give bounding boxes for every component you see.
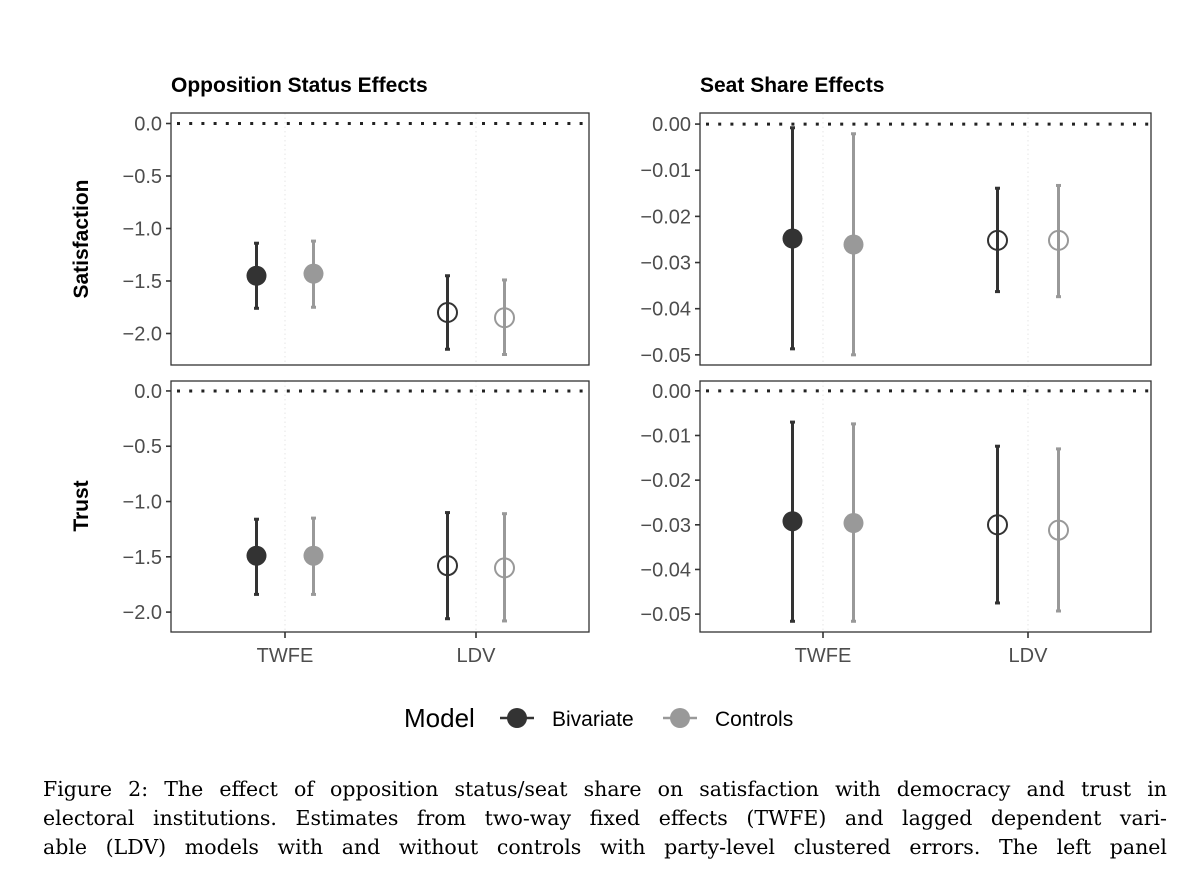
y-tick-label: −1.5 bbox=[123, 271, 162, 293]
pointrange-bivariate-twfe bbox=[246, 241, 267, 310]
pointrange-controls-twfe bbox=[843, 422, 864, 623]
column-title-seat-share: Seat Share Effects bbox=[700, 74, 884, 97]
point-estimate bbox=[246, 545, 267, 566]
point-estimate bbox=[437, 302, 458, 323]
caption-line: electoral institutions. Estimates from t… bbox=[43, 806, 1167, 830]
x-tick-label-ldv: LDV bbox=[457, 645, 497, 667]
y-tick-label: −1.0 bbox=[123, 219, 162, 241]
panel-background bbox=[171, 113, 589, 365]
y-tick-label: −1.5 bbox=[123, 547, 162, 569]
y-tick-label: −1.0 bbox=[123, 492, 162, 514]
y-tick-label: −0.01 bbox=[640, 160, 691, 182]
point-estimate bbox=[782, 511, 803, 532]
y-tick-label: −0.02 bbox=[640, 206, 691, 228]
x-tick-label-twfe: TWFE bbox=[795, 645, 852, 667]
pointrange-bivariate-ldv bbox=[987, 444, 1008, 605]
figure-caption: Figure 2: The effect of opposition statu… bbox=[43, 775, 1167, 862]
caption-line: able (LDV) models with and without contr… bbox=[43, 835, 1167, 859]
row-label-satisfaction: Satisfaction bbox=[70, 179, 93, 298]
point-estimate bbox=[987, 514, 1008, 536]
y-tick-label: −0.05 bbox=[640, 345, 691, 367]
panel-background bbox=[700, 113, 1151, 365]
point-estimate bbox=[494, 307, 515, 329]
panel-background bbox=[171, 381, 589, 632]
legend-title: Model bbox=[404, 703, 475, 733]
point-estimate bbox=[843, 234, 864, 255]
y-tick-label: −0.05 bbox=[640, 604, 691, 626]
panel-border bbox=[699, 380, 1152, 633]
y-tick-label: −0.5 bbox=[123, 166, 162, 188]
legend-key-controls bbox=[663, 708, 697, 728]
legend-key-bivariate bbox=[500, 708, 534, 728]
panel-border bbox=[170, 112, 590, 366]
point-estimate bbox=[437, 555, 458, 577]
panel-background bbox=[700, 381, 1151, 632]
legend: Model Bivariate Controls bbox=[404, 703, 793, 733]
point-estimate bbox=[1048, 519, 1069, 541]
y-tick-label: 0.00 bbox=[652, 381, 691, 403]
pointrange-bivariate-twfe bbox=[782, 126, 803, 351]
legend-label-bivariate: Bivariate bbox=[552, 708, 634, 731]
y-tick-label: −0.02 bbox=[640, 470, 691, 492]
point-estimate bbox=[303, 263, 324, 284]
pointrange-bivariate-twfe bbox=[782, 420, 803, 623]
panel-border bbox=[699, 112, 1152, 366]
y-tick-label: −2.0 bbox=[123, 324, 162, 346]
x-tick-label-twfe: TWFE bbox=[257, 645, 314, 667]
y-tick-label: −0.03 bbox=[640, 515, 691, 537]
pointrange-bivariate-twfe bbox=[246, 517, 267, 596]
point-estimate bbox=[843, 513, 864, 534]
legend-label-controls: Controls bbox=[715, 708, 793, 731]
panel-satisfaction-opposition-status-effects: 0.0 −0.5 −1.0 −1.5 −2.0 bbox=[123, 112, 590, 366]
y-tick-label: −0.01 bbox=[640, 425, 691, 447]
y-tick-label: 0.0 bbox=[134, 114, 162, 136]
pointrange-bivariate-ldv bbox=[437, 274, 458, 351]
point-estimate bbox=[987, 229, 1008, 251]
pointrange-controls-ldv bbox=[494, 278, 515, 356]
pointrange-controls-ldv bbox=[494, 512, 515, 623]
pointrange-controls-twfe bbox=[303, 516, 324, 596]
panel-trust-opposition-status-effects: 0.0 −0.5 −1.0 −1.5 −2.0 bbox=[123, 380, 590, 633]
panel-satisfaction-seat-share-effects: 0.00 −0.01 −0.02 −0.03 −0.04 −0.05 bbox=[640, 112, 1152, 367]
y-tick-label: −0.04 bbox=[640, 299, 691, 321]
pointrange-bivariate-ldv bbox=[437, 511, 458, 621]
pointrange-bivariate-ldv bbox=[987, 186, 1008, 294]
pointrange-controls-twfe bbox=[843, 132, 864, 357]
panel-trust-seat-share-effects: 0.00 −0.01 −0.02 −0.03 −0.04 −0.05 bbox=[640, 380, 1152, 633]
figure: Opposition Status Effects Seat Share Eff… bbox=[70, 74, 1152, 733]
row-label-trust: Trust bbox=[70, 480, 93, 531]
point-estimate bbox=[303, 545, 324, 566]
y-tick-label: −0.5 bbox=[123, 436, 162, 458]
y-tick-label: 0.00 bbox=[652, 114, 691, 136]
point-estimate bbox=[494, 557, 515, 579]
pointrange-controls-twfe bbox=[303, 239, 324, 309]
column-title-opposition-status: Opposition Status Effects bbox=[171, 74, 428, 97]
y-tick-label: −0.03 bbox=[640, 253, 691, 275]
point-estimate bbox=[1048, 229, 1069, 251]
y-tick-label: −0.04 bbox=[640, 559, 691, 581]
pointrange-controls-ldv bbox=[1048, 447, 1069, 613]
y-tick-label: −2.0 bbox=[123, 602, 162, 624]
faceted-coefficient-plot: Opposition Status Effects Seat Share Eff… bbox=[70, 74, 1152, 733]
point-estimate bbox=[246, 265, 267, 286]
point-estimate bbox=[782, 228, 803, 249]
y-tick-label: 0.0 bbox=[134, 381, 162, 403]
panel-border bbox=[170, 380, 590, 633]
pointrange-controls-ldv bbox=[1048, 183, 1069, 299]
x-tick-label-ldv: LDV bbox=[1009, 645, 1049, 667]
caption-line: Figure 2: The effect of opposition statu… bbox=[43, 777, 1167, 801]
